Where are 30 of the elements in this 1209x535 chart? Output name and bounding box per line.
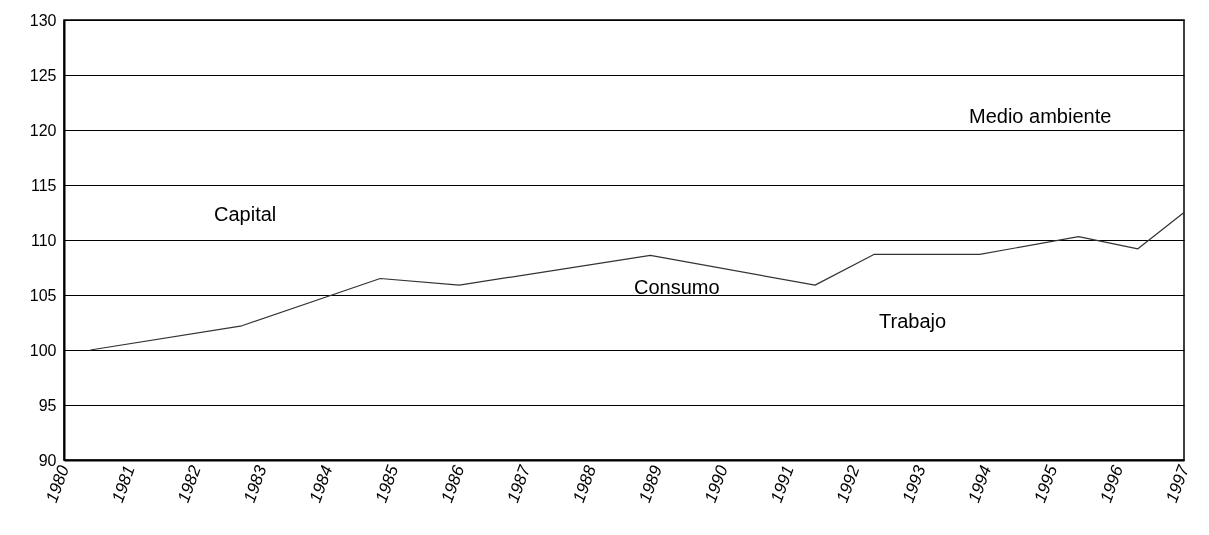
x-tick-label: 1993 (898, 462, 930, 506)
y-tick-label: 95 (38, 396, 57, 414)
x-tick-label: 1992 (832, 462, 864, 506)
x-tick-label: 1990 (700, 462, 732, 506)
annotation: Capital (214, 203, 277, 225)
y-tick-label: 120 (29, 121, 57, 139)
x-tick-label: 1987 (503, 462, 535, 506)
x-tick-label: 1984 (305, 463, 337, 506)
x-tick-label: 1996 (1096, 462, 1128, 506)
x-tick-label: 1995 (1030, 462, 1062, 506)
y-tick-label: 125 (29, 66, 57, 84)
x-tick-label: 1994 (964, 463, 996, 506)
y-tick-label: 115 (30, 176, 57, 194)
annotation: Consumo (634, 276, 720, 298)
y-tick-label: 90 (38, 451, 57, 469)
annotation: Medio ambiente (969, 105, 1112, 127)
x-tick-label: 1986 (437, 462, 469, 506)
x-tick-label: 1982 (173, 462, 205, 506)
x-tick-label: 1981 (108, 463, 139, 506)
x-tick-label: 1991 (766, 463, 798, 506)
x-tick-label: 1989 (635, 462, 667, 506)
x-tick-label: 1988 (569, 462, 601, 506)
y-tick-label: 105 (29, 286, 57, 304)
y-tick-label: 110 (30, 231, 57, 249)
x-tick-label: 1983 (239, 462, 271, 506)
x-tick-label: 1985 (371, 462, 403, 506)
y-tick-label: 100 (29, 341, 57, 359)
x-tick-label: 1997 (1162, 462, 1194, 506)
annotation: Trabajo (879, 310, 947, 332)
y-tick-label: 130 (29, 11, 57, 29)
